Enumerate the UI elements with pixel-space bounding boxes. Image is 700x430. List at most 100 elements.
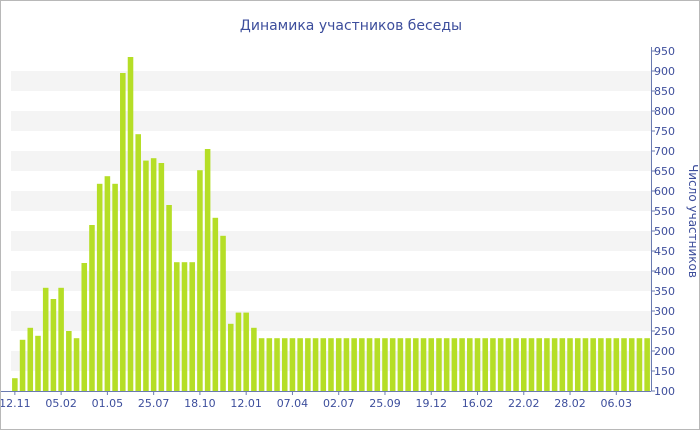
- bar: [628, 338, 635, 391]
- bar: [220, 235, 226, 391]
- y-tick-label: 150: [654, 365, 675, 378]
- y-tick-label: 900: [654, 65, 675, 78]
- y-tick-label: 200: [654, 345, 675, 358]
- x-tick-label: 07.04: [277, 397, 309, 410]
- y-tick-label: 100: [654, 385, 675, 398]
- bar: [27, 327, 34, 391]
- bar: [289, 338, 296, 391]
- bar: [582, 338, 589, 391]
- bar: [428, 338, 435, 391]
- bar: [528, 338, 535, 391]
- bar: [312, 338, 319, 391]
- bar: [513, 338, 519, 391]
- bar: [389, 338, 396, 391]
- bar: [590, 338, 596, 391]
- bar: [544, 338, 550, 391]
- bar: [436, 338, 442, 391]
- bar: [73, 338, 80, 391]
- bar: [12, 378, 18, 391]
- bar: [104, 176, 111, 391]
- bar: [112, 183, 118, 391]
- bar: [451, 338, 458, 391]
- bar: [497, 338, 504, 391]
- x-tick-label: 06.03: [601, 397, 633, 410]
- x-tick-label: 18.10: [184, 397, 216, 410]
- bar: [397, 338, 404, 391]
- bar: [81, 263, 88, 391]
- bar: [551, 338, 558, 391]
- bar: [644, 338, 650, 391]
- bar: [19, 339, 26, 391]
- bar: [343, 338, 350, 391]
- bar: [490, 338, 496, 391]
- y-tick-label: 400: [654, 265, 675, 278]
- x-tick-label: 02.07: [323, 397, 355, 410]
- bar: [505, 338, 512, 391]
- bar: [305, 338, 311, 391]
- chart-title: Динамика участников беседы: [240, 18, 462, 34]
- bar: [197, 170, 203, 391]
- bar: [181, 262, 188, 391]
- x-tick-label: 01.05: [92, 397, 124, 410]
- y-axis-title: Число участников: [686, 164, 699, 278]
- x-tick-label: 12.11: [1, 397, 31, 410]
- y-tick-label: 350: [654, 285, 675, 298]
- y-tick-label: 550: [654, 205, 675, 218]
- bar: [335, 338, 342, 391]
- bar: [521, 338, 527, 391]
- bar: [605, 338, 612, 391]
- bar: [189, 262, 195, 391]
- bar: [320, 338, 327, 391]
- bar: [598, 338, 604, 391]
- y-tick-label: 950: [654, 45, 675, 58]
- bar: [366, 338, 373, 391]
- y-tick-label: 500: [654, 225, 675, 238]
- grid-band: [11, 151, 651, 171]
- x-tick-label: 25.09: [369, 397, 401, 410]
- x-tick-label: 16.02: [462, 397, 494, 410]
- bar: [374, 338, 381, 391]
- bar: [474, 338, 481, 391]
- y-tick-label: 600: [654, 185, 675, 198]
- bar: [359, 338, 365, 391]
- bar: [89, 225, 95, 391]
- bar: [559, 338, 566, 391]
- bar: [382, 338, 388, 391]
- bar: [413, 338, 419, 391]
- bars: [12, 57, 650, 391]
- bar: [405, 338, 411, 391]
- bar: [174, 262, 180, 391]
- bar: [467, 338, 473, 391]
- x-tick-label: 19.12: [415, 397, 447, 410]
- bar: [636, 338, 643, 391]
- bar: [96, 183, 103, 391]
- bar: [150, 158, 157, 391]
- bar: [281, 338, 288, 391]
- bar: [621, 338, 627, 391]
- y-tick-label: 300: [654, 305, 675, 318]
- y-tick-label: 450: [654, 245, 675, 258]
- x-tick-label: 05.02: [45, 397, 77, 410]
- x-tick-label: 12.01: [230, 397, 262, 410]
- bar: [328, 338, 334, 391]
- bar: [536, 338, 542, 391]
- y-tick-label: 750: [654, 125, 675, 138]
- grid-band: [11, 111, 651, 131]
- bar: [50, 299, 57, 391]
- x-axis: 12.11 05.02 01.05 25.07 18.10 12.01 07.04 02.07…: [1, 391, 651, 410]
- bar: [35, 335, 41, 391]
- bar: [66, 331, 72, 391]
- y-tick-label: 700: [654, 145, 675, 158]
- x-tick-label: 25.07: [138, 397, 170, 410]
- bar: [266, 338, 273, 391]
- bar: [227, 323, 234, 391]
- bar: [613, 338, 620, 391]
- bar: [135, 134, 141, 391]
- grid-band: [11, 71, 651, 91]
- y-tick-label: 800: [654, 105, 675, 118]
- bar: [212, 217, 219, 391]
- bar: [204, 149, 211, 391]
- bar: [158, 163, 165, 391]
- bar: [127, 57, 134, 391]
